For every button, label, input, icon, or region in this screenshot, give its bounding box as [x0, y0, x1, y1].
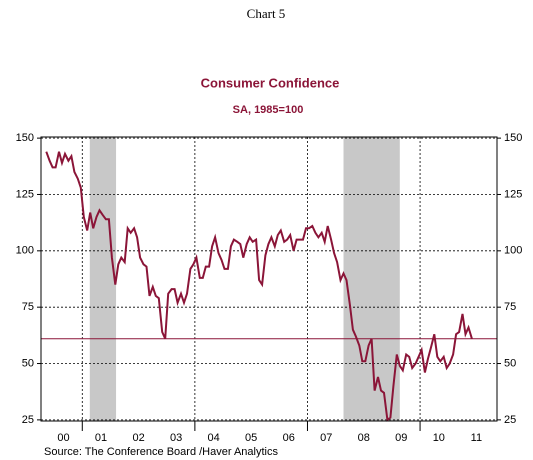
- chart-title: Consumer Confidence: [201, 75, 340, 90]
- y2-tick-label: 25: [504, 414, 516, 426]
- x-tick-label: 01: [95, 432, 107, 444]
- y2-tick-label: 100: [504, 245, 522, 257]
- x-tick-label: 11: [471, 432, 482, 444]
- x-tick-label: 09: [395, 432, 407, 444]
- x-tick-label: 00: [57, 432, 69, 444]
- y-tick-label: 50: [22, 357, 34, 369]
- recession-band: [89, 137, 117, 421]
- x-tick-label: 10: [433, 432, 445, 444]
- y-tick-label: 25: [22, 414, 34, 426]
- data-line: [45, 151, 473, 422]
- x-tick-label: 03: [170, 432, 182, 444]
- y-tick-label: 125: [16, 188, 34, 200]
- x-tick-label: 06: [283, 432, 295, 444]
- y2-tick-label: 75: [504, 301, 516, 313]
- chart-subtitle: SA, 1985=100: [233, 104, 304, 116]
- y-tick-label: 150: [16, 132, 34, 144]
- y-tick-label: 100: [16, 245, 34, 257]
- x-tick-label: 07: [320, 432, 332, 444]
- x-tick-label: 08: [358, 432, 370, 444]
- x-tick-label: 04: [208, 432, 220, 444]
- x-tick-label: 05: [245, 432, 257, 444]
- recession-band: [343, 137, 400, 421]
- y2-tick-label: 50: [504, 357, 516, 369]
- y2-tick-label: 125: [504, 188, 522, 200]
- page-header: Chart 5: [247, 6, 286, 21]
- plot-frame: [40, 136, 498, 422]
- x-tick-label: 02: [132, 432, 144, 444]
- source: Source: The Conference Board /Haver Anal…: [44, 446, 278, 458]
- y-tick-label: 75: [22, 301, 34, 313]
- y2-tick-label: 150: [504, 132, 522, 144]
